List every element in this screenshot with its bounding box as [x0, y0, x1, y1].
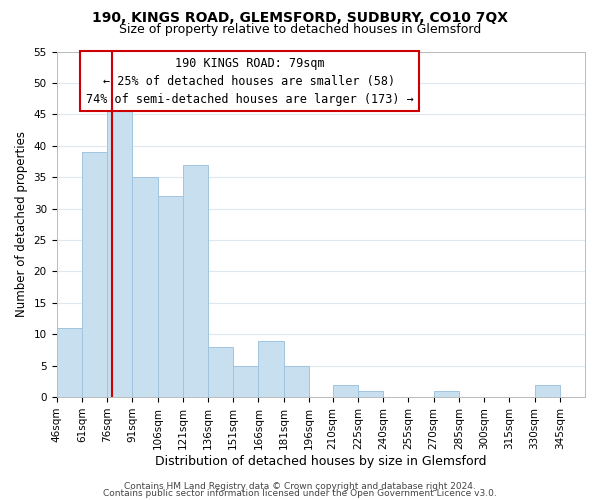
Bar — [132, 177, 158, 397]
Bar — [434, 391, 459, 397]
Bar — [208, 347, 233, 397]
Bar — [358, 391, 383, 397]
Y-axis label: Number of detached properties: Number of detached properties — [15, 132, 28, 318]
Text: Contains HM Land Registry data © Crown copyright and database right 2024.: Contains HM Land Registry data © Crown c… — [124, 482, 476, 491]
Bar — [332, 384, 358, 397]
Bar — [233, 366, 259, 397]
Bar — [158, 196, 183, 397]
Bar — [82, 152, 107, 397]
Text: Contains public sector information licensed under the Open Government Licence v3: Contains public sector information licen… — [103, 490, 497, 498]
X-axis label: Distribution of detached houses by size in Glemsford: Distribution of detached houses by size … — [155, 454, 487, 468]
Bar — [183, 164, 208, 397]
Text: 190 KINGS ROAD: 79sqm
← 25% of detached houses are smaller (58)
74% of semi-deta: 190 KINGS ROAD: 79sqm ← 25% of detached … — [86, 56, 413, 106]
Bar — [107, 108, 132, 397]
Bar — [56, 328, 82, 397]
Text: Size of property relative to detached houses in Glemsford: Size of property relative to detached ho… — [119, 22, 481, 36]
Bar — [259, 340, 284, 397]
Bar — [284, 366, 309, 397]
Bar — [535, 384, 560, 397]
Text: 190, KINGS ROAD, GLEMSFORD, SUDBURY, CO10 7QX: 190, KINGS ROAD, GLEMSFORD, SUDBURY, CO1… — [92, 12, 508, 26]
